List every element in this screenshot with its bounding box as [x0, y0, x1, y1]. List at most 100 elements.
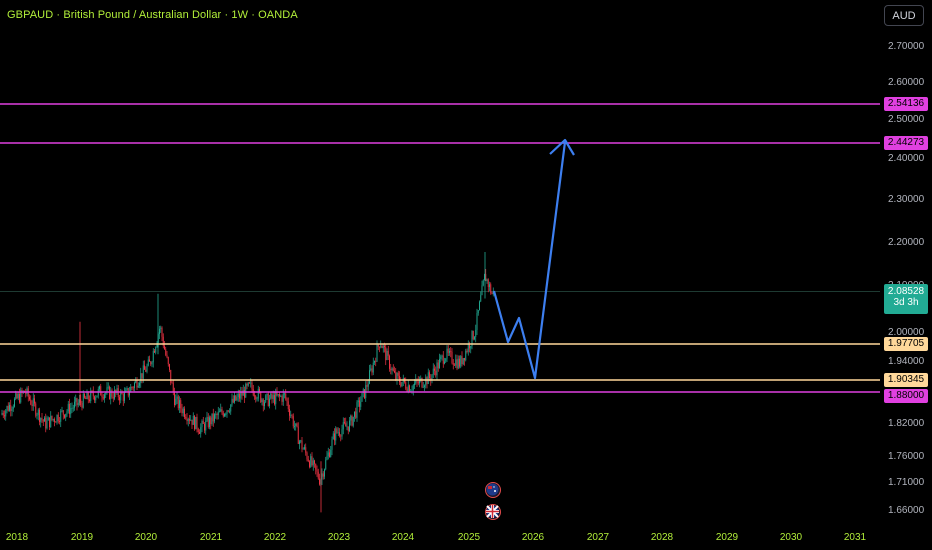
candle-body [270, 393, 272, 399]
y-tick: 2.50000 [888, 114, 925, 125]
y-tick: 2.20000 [888, 237, 925, 248]
candle-body [470, 346, 472, 349]
candle-body [42, 419, 44, 422]
uk-flag-icon[interactable] [485, 504, 501, 520]
candle-body [480, 295, 482, 302]
candle-body [255, 396, 257, 400]
candle-body [281, 396, 283, 402]
candle-body [481, 285, 483, 296]
y-tick: 1.66000 [888, 505, 925, 516]
candle-body [16, 393, 18, 399]
candle-body [391, 368, 393, 371]
candle-body [87, 392, 89, 400]
x-tick: 2025 [457, 532, 481, 543]
candle-body [475, 329, 477, 337]
candle-body [160, 327, 162, 329]
candle-body [44, 417, 45, 422]
x-tick: 2018 [5, 532, 29, 543]
level-label-support-3: 1.88000 [884, 389, 928, 403]
candle-body [419, 379, 420, 384]
candle-body [60, 410, 62, 422]
candle-body [381, 345, 383, 349]
candle-body [459, 358, 460, 367]
arrow-head-icon [549, 138, 575, 156]
candle-body [295, 423, 297, 426]
candle-body [119, 397, 120, 401]
candle-body [75, 398, 77, 402]
candle-body [329, 452, 330, 457]
candle-body [211, 413, 213, 425]
candle-body [312, 460, 314, 466]
candle-body [485, 274, 487, 282]
candle-body [466, 350, 468, 352]
australia-flag-icon[interactable] [485, 482, 501, 498]
candle-body [242, 390, 244, 396]
candle-body [354, 411, 355, 417]
candle-body [176, 396, 178, 399]
candle-body [216, 414, 218, 416]
candle-body [456, 359, 458, 369]
candle-body [277, 394, 279, 396]
y-tick: 1.76000 [888, 451, 925, 462]
candle-body [86, 392, 88, 400]
candle-body [297, 426, 299, 444]
candle-body [260, 391, 262, 403]
candle-body [280, 396, 282, 397]
candle-body [399, 375, 400, 383]
candle-body [90, 390, 92, 402]
candle-body [181, 408, 183, 414]
candle-body [440, 356, 442, 359]
candle-body [65, 413, 67, 418]
x-tick: 2029 [715, 532, 739, 543]
candle-body [107, 386, 109, 388]
candle-body [482, 280, 484, 286]
candle-body [180, 400, 182, 409]
candle-body [284, 393, 285, 395]
candle-body [454, 364, 455, 366]
candle-body [35, 403, 37, 416]
candle-body [174, 392, 175, 406]
candle-body [231, 398, 233, 405]
candle-body [361, 393, 363, 402]
candle-body [221, 409, 223, 413]
x-tick: 2031 [843, 532, 867, 543]
candle-body [461, 356, 463, 365]
currency-button[interactable]: AUD [884, 5, 924, 26]
candle-body [307, 459, 309, 462]
candle-body [386, 350, 388, 361]
candle-body [130, 387, 132, 393]
candle-body [159, 328, 160, 335]
candle-body [436, 362, 438, 376]
candle-body [214, 414, 215, 422]
candle-body [245, 384, 247, 398]
candle-body [425, 377, 427, 386]
candle-body [222, 412, 224, 417]
candle-body [314, 460, 315, 464]
candle-body [102, 397, 104, 399]
symbol-title[interactable]: GBPAUD · British Pound / Australian Doll… [7, 9, 298, 21]
candle-body [95, 397, 97, 401]
candle-body [69, 403, 70, 415]
candle-body [202, 420, 204, 424]
candle-body [360, 401, 362, 407]
candle-body [215, 414, 217, 415]
candle-body [112, 396, 114, 399]
level-label-resistance: 2.54136 [884, 97, 928, 111]
candle-body [191, 419, 193, 425]
candle-body [272, 395, 274, 399]
candle-body [100, 386, 102, 396]
candle-body [476, 313, 478, 330]
candle-body [319, 478, 320, 485]
candle-body [32, 398, 34, 407]
candle-body [229, 411, 230, 413]
candle-body [212, 413, 214, 422]
candle-body [220, 409, 222, 412]
candle-body [205, 420, 207, 431]
candle-body [139, 382, 140, 386]
candle-body [129, 392, 130, 396]
candle-body [380, 345, 382, 348]
candle-body [382, 345, 384, 349]
candle-body [85, 397, 87, 400]
candle-body [299, 441, 300, 444]
